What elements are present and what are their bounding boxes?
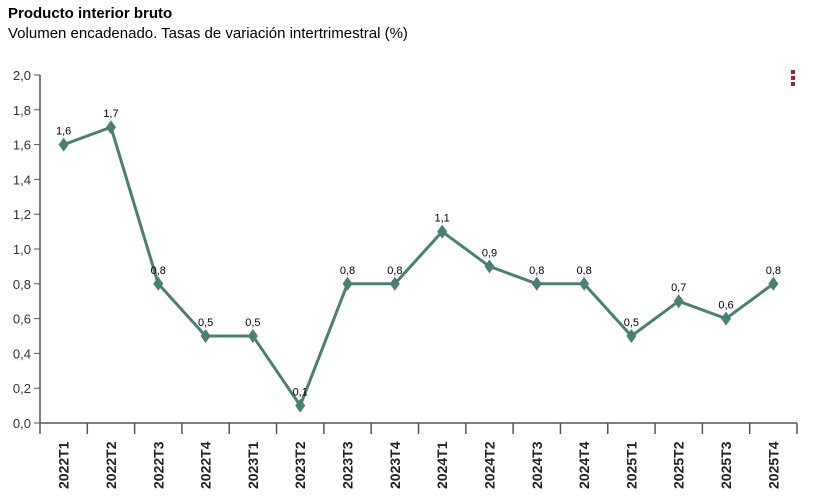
data-point (768, 276, 779, 291)
data-label: 0,7 (671, 282, 686, 294)
vertical-ellipsis-icon[interactable] (790, 70, 796, 90)
y-tick-label: 0,0 (13, 416, 31, 431)
x-tick-label: 2024T3 (529, 441, 545, 489)
data-label: 0,8 (151, 265, 166, 277)
data-label: 0,8 (576, 265, 591, 277)
data-label: 0,9 (482, 247, 497, 259)
data-label: 0,5 (198, 317, 213, 329)
data-point (673, 294, 684, 309)
x-tick-label: 2023T2 (292, 441, 308, 489)
x-tick-label: 2023T4 (387, 441, 403, 489)
data-point (579, 276, 590, 291)
chart-title: Producto interior bruto (8, 5, 173, 22)
x-tick-label: 2025T3 (718, 441, 734, 489)
x-tick-label: 2025T4 (765, 441, 781, 489)
data-label: 1,1 (435, 213, 450, 225)
y-tick-label: 1,6 (13, 138, 31, 153)
data-label: 0,8 (766, 265, 781, 277)
y-tick-label: 0,4 (13, 346, 31, 361)
data-label: 0,5 (624, 317, 639, 329)
data-label: 1,6 (56, 126, 71, 138)
data-point (105, 120, 116, 135)
data-point (626, 329, 637, 343)
data-point (342, 276, 353, 291)
y-tick-label: 1,2 (13, 207, 31, 222)
y-tick-label: 2,0 (13, 68, 31, 83)
data-label: 0,8 (529, 265, 544, 277)
y-tick-label: 0,6 (13, 312, 31, 327)
y-tick-label: 1,8 (13, 103, 31, 118)
data-label: 0,8 (340, 265, 355, 277)
x-tick-label: 2024T4 (576, 441, 592, 489)
x-tick-label: 2022T2 (103, 441, 119, 489)
data-label: 0,8 (387, 265, 402, 277)
x-tick-label: 2025T1 (623, 441, 639, 489)
y-tick-label: 0,8 (13, 277, 31, 292)
data-point (484, 259, 495, 274)
data-point (295, 398, 306, 413)
data-point (721, 311, 732, 326)
chart-subtitle: Volumen encadenado. Tasas de variación i… (8, 25, 408, 42)
x-tick-label: 2022T4 (198, 441, 214, 489)
data-label: 0,5 (245, 317, 260, 329)
data-label: 0,1 (293, 387, 308, 399)
data-point (58, 137, 69, 152)
x-tick-label: 2023T1 (245, 441, 261, 489)
series-line (63, 125, 775, 409)
x-tick-label: 2022T3 (150, 441, 166, 489)
data-label: 0,6 (718, 300, 733, 312)
y-tick-label: 0,2 (13, 381, 31, 396)
x-tick-label: 2024T2 (481, 441, 497, 489)
data-point (200, 329, 211, 343)
data-point (153, 276, 164, 291)
x-tick-label: 2022T1 (56, 441, 72, 489)
data-point (437, 224, 448, 239)
y-tick-label: 1,0 (13, 242, 31, 257)
x-tick-label: 2023T3 (340, 441, 356, 489)
data-point (389, 276, 400, 291)
data-label: 1,7 (103, 108, 118, 120)
y-tick-label: 1,4 (13, 172, 31, 187)
data-point (531, 276, 542, 291)
x-tick-label: 2025T2 (671, 441, 687, 489)
data-point (247, 329, 258, 343)
x-tick-label: 2024T1 (434, 441, 450, 489)
